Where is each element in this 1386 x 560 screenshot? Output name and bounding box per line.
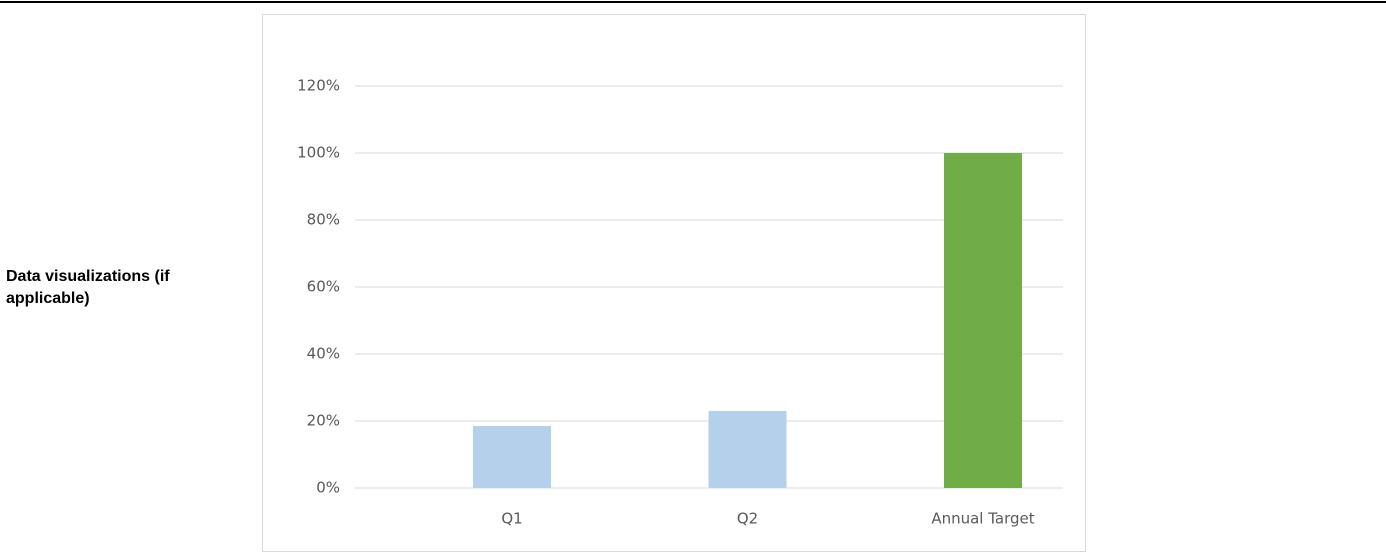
y-tick-label: 40% bbox=[307, 345, 340, 363]
y-tick-label: 0% bbox=[316, 479, 340, 497]
bar bbox=[944, 153, 1022, 488]
bar bbox=[708, 410, 787, 488]
y-tick-label: 100% bbox=[297, 144, 340, 162]
y-tick-label: 60% bbox=[307, 278, 340, 296]
y-tick-label: 80% bbox=[307, 211, 340, 229]
table-border bbox=[0, 1, 1386, 3]
y-tick-label: 120% bbox=[297, 77, 340, 95]
row-label: Data visualizations (if applicable) bbox=[6, 268, 170, 307]
x-tick-label: Q2 bbox=[737, 510, 758, 528]
chart-frame bbox=[262, 14, 1086, 552]
x-tick-label: Annual Target bbox=[931, 510, 1034, 528]
x-tick-label: Q1 bbox=[501, 510, 522, 528]
bar bbox=[473, 426, 551, 488]
y-tick-label: 20% bbox=[307, 412, 340, 430]
